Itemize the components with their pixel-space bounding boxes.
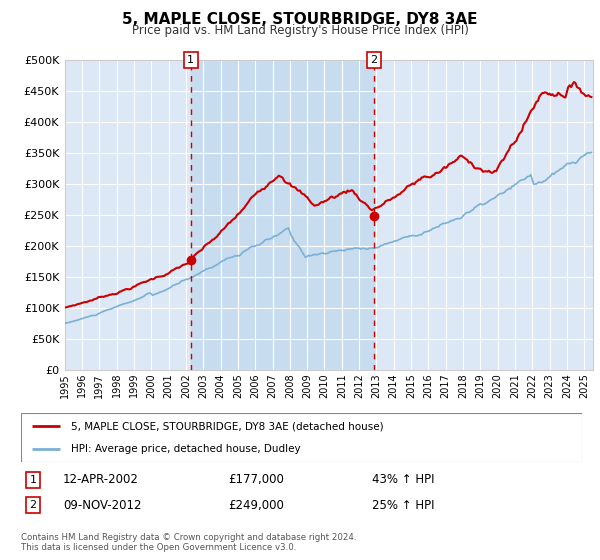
Text: 43% ↑ HPI: 43% ↑ HPI <box>372 473 434 487</box>
Bar <box>191 60 374 370</box>
Text: 5, MAPLE CLOSE, STOURBRIDGE, DY8 3AE: 5, MAPLE CLOSE, STOURBRIDGE, DY8 3AE <box>122 12 478 27</box>
Text: 2: 2 <box>370 55 377 65</box>
Text: 1: 1 <box>187 55 194 65</box>
Text: 1: 1 <box>29 475 37 485</box>
Text: 2: 2 <box>29 500 37 510</box>
Text: 5, MAPLE CLOSE, STOURBRIDGE, DY8 3AE (detached house): 5, MAPLE CLOSE, STOURBRIDGE, DY8 3AE (de… <box>71 421 384 431</box>
Text: 12-APR-2002: 12-APR-2002 <box>63 473 139 487</box>
Text: £177,000: £177,000 <box>228 473 284 487</box>
Text: 25% ↑ HPI: 25% ↑ HPI <box>372 498 434 512</box>
Text: HPI: Average price, detached house, Dudley: HPI: Average price, detached house, Dudl… <box>71 444 301 454</box>
Text: £249,000: £249,000 <box>228 498 284 512</box>
Text: Price paid vs. HM Land Registry's House Price Index (HPI): Price paid vs. HM Land Registry's House … <box>131 24 469 37</box>
Text: This data is licensed under the Open Government Licence v3.0.: This data is licensed under the Open Gov… <box>21 543 296 552</box>
Text: 09-NOV-2012: 09-NOV-2012 <box>63 498 142 512</box>
Text: Contains HM Land Registry data © Crown copyright and database right 2024.: Contains HM Land Registry data © Crown c… <box>21 533 356 542</box>
